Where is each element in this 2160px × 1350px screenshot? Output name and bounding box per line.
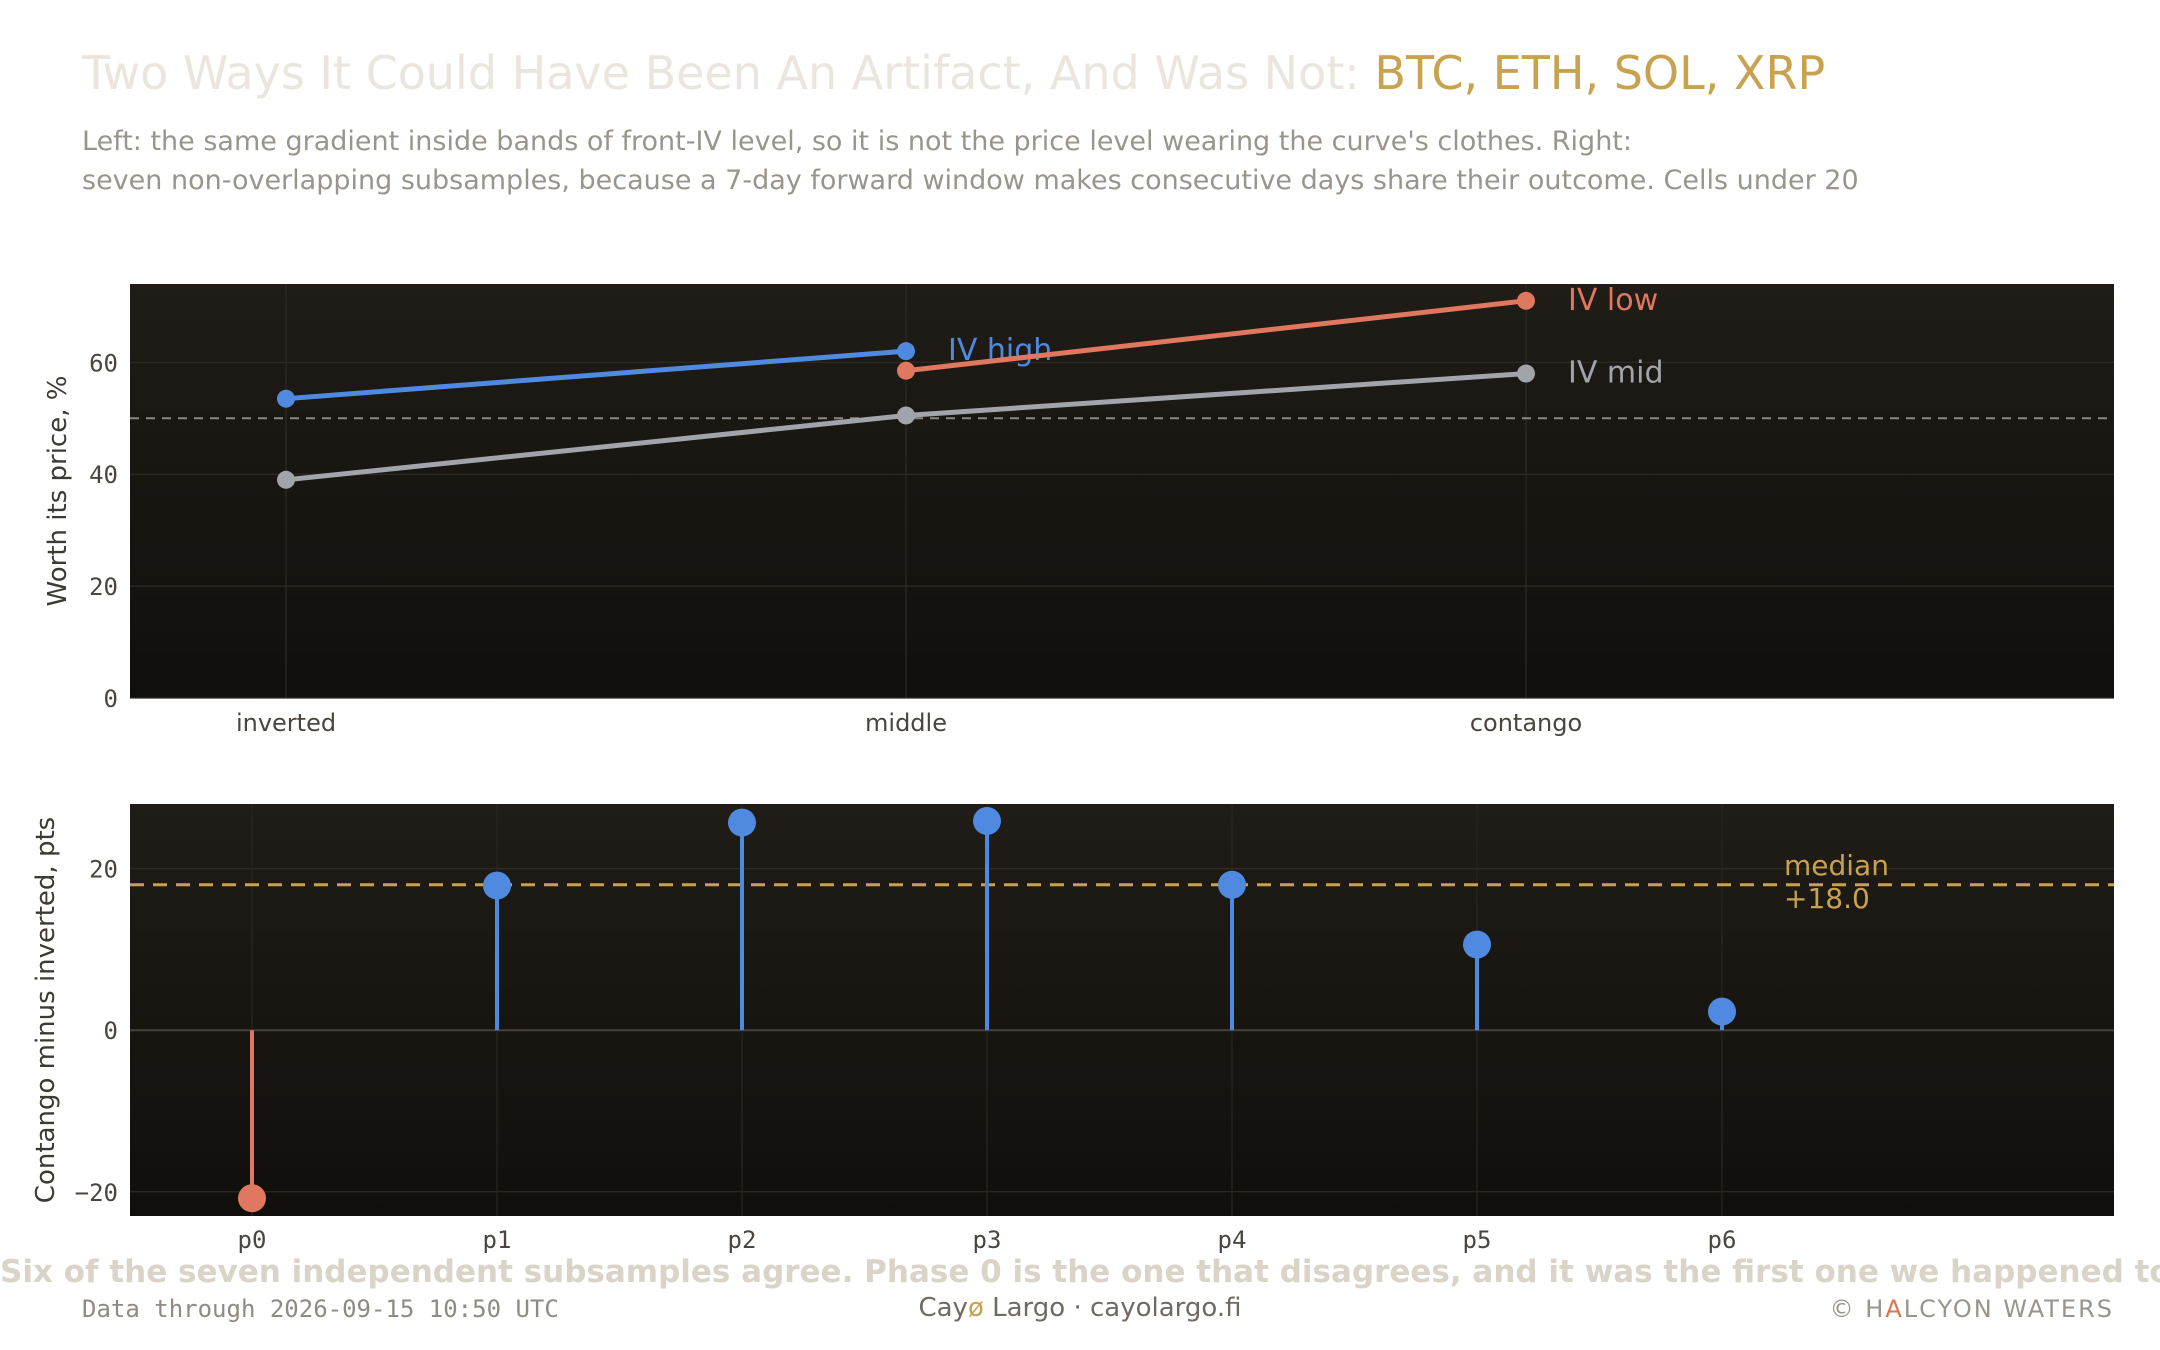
subtitle-line-1: Left: the same gradient inside bands of … — [82, 126, 1632, 157]
x-tick-label: p1 — [483, 1226, 512, 1254]
series-label: IV mid — [1568, 356, 1664, 391]
bottom-panel-background — [130, 804, 2114, 1216]
title-highlight: BTC, ETH, SOL, XRP — [1374, 46, 1826, 100]
y-tick-label: 0 — [104, 685, 118, 713]
copyright-pre: © H — [1829, 1295, 1886, 1323]
title-main: Two Ways It Could Have Been An Artifact,… — [82, 46, 1360, 100]
median-value-label: +18.0 — [1784, 882, 1870, 915]
x-tick-label: contango — [1470, 709, 1582, 737]
copyright-accent: A — [1885, 1295, 1904, 1323]
brand-slash: ø — [967, 1293, 984, 1323]
x-tick-label: p6 — [1708, 1226, 1737, 1254]
x-tick-label: p4 — [1218, 1226, 1247, 1254]
series-point — [1517, 291, 1535, 310]
x-tick-label: p3 — [973, 1226, 1002, 1254]
series-point — [1517, 364, 1535, 383]
series-point — [897, 406, 915, 425]
lollipop-point — [1218, 870, 1246, 899]
y-tick-label: 20 — [89, 856, 118, 884]
bottom-panel: −20 0 20 p0 p1 p2 p3 p4 p5 p6 Contango minus inver… — [31, 804, 2114, 1254]
takeaway-text: Six of the seven independent subsamples … — [0, 1254, 2160, 1290]
top-panel: 0 20 40 60 inverted middle contango Worth its p… — [43, 283, 2114, 737]
y-tick-label: 40 — [89, 461, 118, 489]
top-panel-background — [130, 284, 2114, 698]
series-point — [277, 389, 295, 408]
y-tick-label: 60 — [89, 349, 118, 377]
y-tick-label: 20 — [89, 573, 118, 601]
x-tick-label: p5 — [1463, 1226, 1492, 1254]
data-through-text: Data through 2026-09-15 10:50 UTC — [82, 1295, 559, 1323]
x-tick-label: inverted — [236, 709, 336, 737]
y-axis-label: Contango minus inverted, pts — [31, 817, 61, 1203]
lollipop-point — [973, 806, 1001, 835]
x-tick-label: p0 — [238, 1226, 267, 1254]
chart-title: Two Ways It Could Have Been An Artifact,… — [82, 46, 1825, 100]
series-point — [897, 361, 915, 380]
chart-subtitle: Left: the same gradient inside bands of … — [82, 122, 2082, 200]
x-tick-label: middle — [865, 709, 947, 737]
x-tick-label: p2 — [728, 1226, 757, 1254]
lollipop-point — [1463, 930, 1491, 959]
lollipop-point — [483, 871, 511, 900]
series-point — [277, 470, 295, 489]
series-line — [905, 298, 1527, 374]
lollipop-point — [238, 1184, 266, 1213]
series-line — [285, 348, 907, 402]
brand-post: Largo · cayolargo.fi — [983, 1293, 1242, 1323]
lollipop-point — [728, 808, 756, 837]
series-label: IV low — [1568, 283, 1658, 318]
y-axis-label: Worth its price, % — [43, 376, 73, 607]
y-tick-label: 0 — [104, 1017, 118, 1045]
copyright-mark: © HALCYON WATERS — [1830, 1295, 2114, 1323]
lollipop-point — [1708, 997, 1736, 1026]
copyright-post: LCYON WATERS — [1903, 1295, 2114, 1323]
subtitle-line-2: seven non-overlapping subsamples, becaus… — [82, 165, 1859, 196]
y-tick-label: −20 — [75, 1179, 118, 1207]
median-label: median — [1784, 849, 1889, 882]
series-point — [897, 342, 915, 361]
brand-pre: Cay — [918, 1293, 968, 1323]
brand-credit: Cayø Largo · cayolargo.fi — [0, 1293, 2160, 1323]
